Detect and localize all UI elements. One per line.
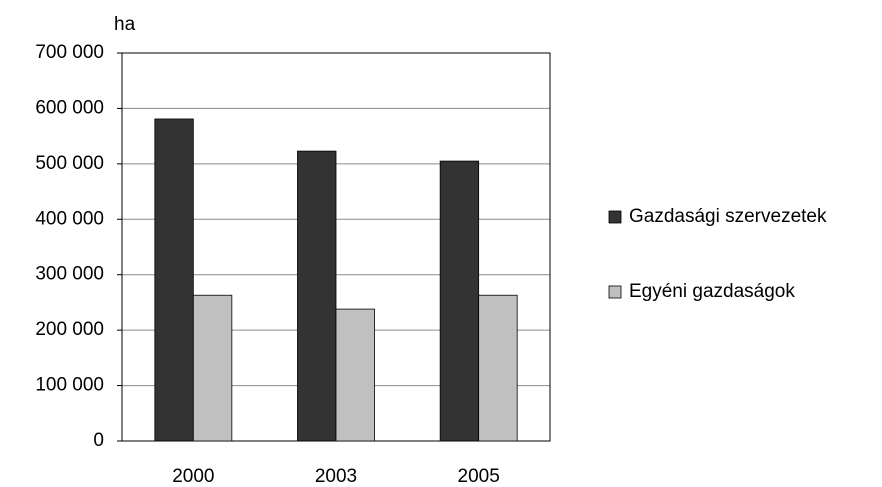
x-tick-label: 2003 [315,466,357,487]
y-tick-label: 100 000 [35,375,104,396]
bar [154,118,194,442]
bar [297,150,337,442]
y-tick-label: 200 000 [35,319,104,340]
legend-swatch [608,210,622,224]
bar [335,308,375,442]
x-tick-label: 2005 [458,466,500,487]
y-tick-label: 700 000 [35,42,104,63]
legend-label: Egyéni gazdaságok [629,281,795,302]
legend-label: Gazdasági szervezetek [629,206,827,227]
y-tick-label: 400 000 [35,208,104,229]
y-axis-label: ha [114,14,136,35]
bar [192,294,233,442]
legend-swatch [608,285,622,299]
bar [478,294,518,442]
y-tick-label: 300 000 [35,264,104,285]
y-tick-label: 0 [93,430,104,451]
x-tick-label: 2000 [172,466,214,487]
y-tick-label: 600 000 [35,97,104,118]
bar [439,160,480,442]
y-tick-label: 500 000 [35,153,104,174]
